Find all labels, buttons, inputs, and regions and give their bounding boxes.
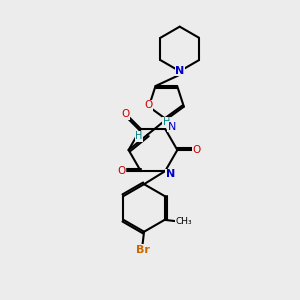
Text: H: H (136, 131, 143, 141)
Text: O: O (193, 145, 201, 155)
Text: CH₃: CH₃ (176, 217, 192, 226)
Text: N: N (167, 122, 176, 131)
Text: O: O (122, 109, 130, 119)
Text: N: N (166, 169, 175, 179)
Text: O: O (117, 166, 126, 176)
Text: N: N (175, 66, 184, 76)
Text: H: H (163, 117, 170, 128)
Text: Br: Br (136, 244, 149, 255)
Text: O: O (145, 100, 153, 110)
